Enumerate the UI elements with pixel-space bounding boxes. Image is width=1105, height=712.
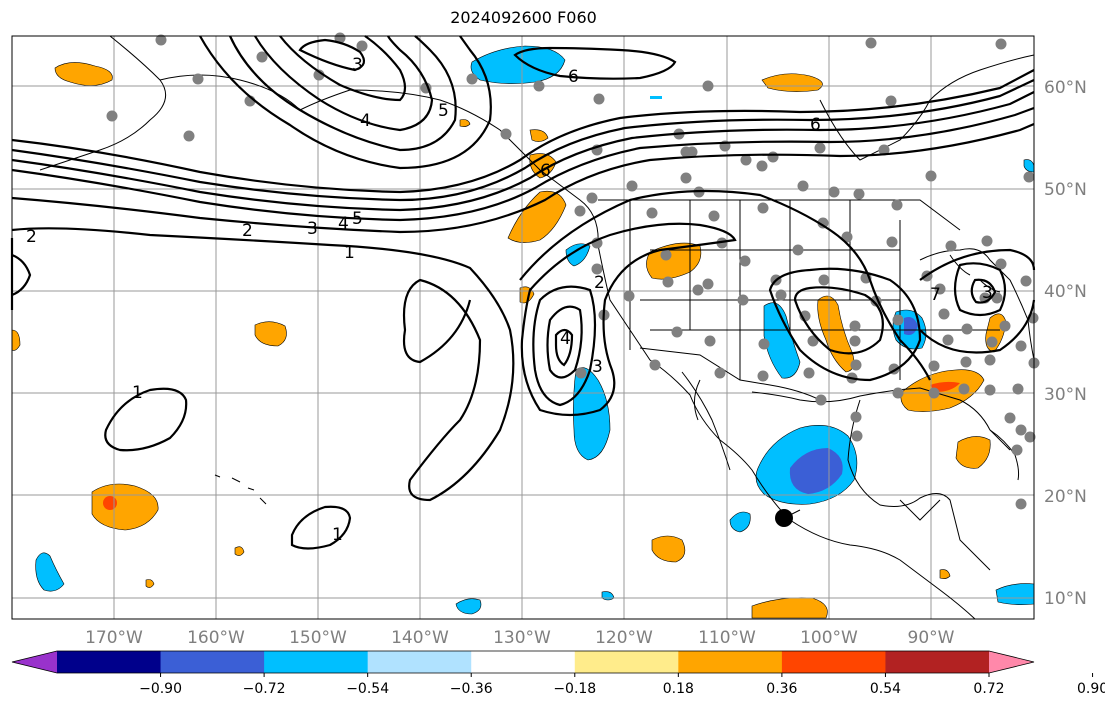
lat-label: 40°N	[1044, 282, 1087, 302]
latitude-labels: 60°N 50°N 40°N 30°N 20°N 10°N	[1044, 78, 1087, 609]
lat-label: 30°N	[1044, 385, 1087, 405]
contour-label: 1	[332, 525, 343, 545]
contour-label: 4	[560, 329, 571, 349]
lon-label: 170°W	[85, 628, 143, 648]
lon-label: 120°W	[595, 628, 653, 648]
contour-label: 1	[132, 383, 143, 403]
lon-label: 140°W	[391, 628, 449, 648]
location-marker	[775, 509, 793, 527]
colorbar-tick-label: −0.54	[346, 681, 389, 697]
contour-label: 6	[568, 67, 579, 87]
lat-label: 20°N	[1044, 487, 1087, 507]
colorbar-extend-high	[989, 651, 1034, 673]
lon-label: 150°W	[289, 628, 347, 648]
contour-label: 3	[592, 357, 603, 377]
contour-label-group: 3 4 5 6 6 2 2 3 4 5 1 2 4 3 3 7 1 1 6	[26, 55, 993, 545]
contour-label: 4	[360, 111, 371, 131]
colorbar-tick-label: 0.72	[973, 681, 1004, 697]
contour-label: 3	[307, 219, 318, 239]
map-border	[11, 35, 1035, 620]
colorbar-tick-label: −0.18	[553, 681, 596, 697]
lon-label: 110°W	[698, 628, 756, 648]
colorbar-tick-label: 0.90	[1077, 681, 1105, 697]
lon-label: 160°W	[187, 628, 245, 648]
map-title: 2024092600 F060	[450, 8, 597, 27]
lon-label: 130°W	[493, 628, 551, 648]
anomaly-fields	[11, 45, 1035, 619]
colorbar-segment	[678, 651, 783, 673]
colorbar-segment	[574, 651, 679, 673]
contour-label: 7	[930, 285, 941, 305]
colorbar-tick-label: −0.90	[139, 681, 182, 697]
colorbar-segment	[367, 651, 472, 673]
colorbar-tick-label: 0.18	[663, 681, 694, 697]
lat-label: 50°N	[1044, 180, 1087, 200]
colorbar-outline	[11, 650, 1035, 674]
colorbar-segment	[885, 651, 990, 673]
contour-label: 5	[352, 209, 363, 229]
colorbar-segment	[57, 651, 162, 673]
contour-lines	[10, 35, 1036, 550]
colorbar-tick-label: 0.36	[766, 681, 797, 697]
colorbar-segment	[264, 651, 369, 673]
contour-label: 2	[26, 227, 37, 247]
lat-label: 60°N	[1044, 78, 1087, 98]
station-dots	[106, 32, 1040, 510]
contour-label: 6	[810, 115, 821, 135]
contour-label: 6	[540, 161, 551, 181]
contour-label: 2	[242, 221, 253, 241]
colorbar-segment	[471, 651, 576, 673]
contour-label: 1	[344, 243, 355, 263]
longitude-labels: 170°W 160°W 150°W 140°W 130°W 120°W 110°…	[85, 628, 955, 648]
gridlines	[12, 36, 1034, 619]
colorbar-tick-label: −0.36	[450, 681, 493, 697]
lon-label: 90°W	[908, 628, 955, 648]
contour-label: 4	[338, 214, 349, 234]
contour-label: 5	[438, 101, 449, 121]
map-panel: 3 4 5 6 6 2 2 3 4 5 1 2 4 3 3 7 1 1 6	[10, 32, 1040, 620]
lat-label: 10°N	[1044, 589, 1087, 609]
contour-label: 3	[982, 283, 993, 303]
lon-label: 100°W	[800, 628, 858, 648]
colorbar-segment	[781, 651, 886, 673]
contour-label: 3	[352, 55, 363, 75]
colorbar-tick-label: −0.72	[243, 681, 286, 697]
colorbar-tick-label: 0.54	[870, 681, 901, 697]
colorbar-extend-low	[12, 651, 57, 673]
colorbar-segment	[160, 651, 265, 673]
contour-label: 2	[594, 273, 605, 293]
colorbar: −0.90 −0.72 −0.54 −0.36 −0.18 0.18 0.36 0.54 0.7…	[11, 650, 1105, 697]
